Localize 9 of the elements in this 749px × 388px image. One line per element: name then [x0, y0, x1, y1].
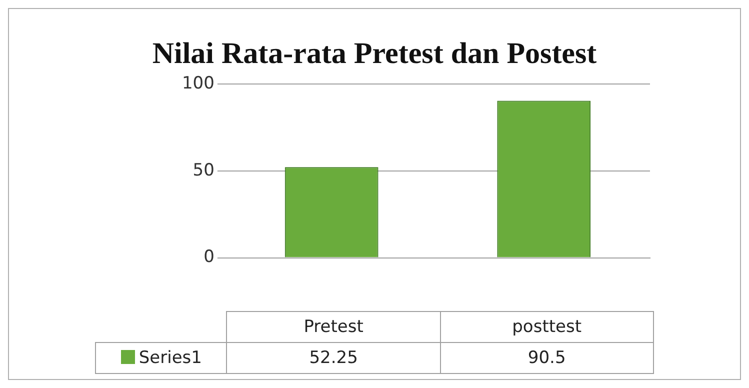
y-tick-label: 50	[192, 160, 214, 180]
data-label: 52.25	[226, 342, 440, 374]
data-label: 90.5	[440, 342, 654, 374]
x-tick-label: Pretest	[226, 312, 440, 342]
y-tick-label: 100	[182, 74, 214, 94]
chart-title: Nilai Rata-rata Pretest dan Postest	[151, 37, 598, 71]
x-tick-label: posttest	[440, 312, 654, 342]
legend-label: Series1	[96, 342, 227, 374]
y-tick-label: 0	[204, 247, 214, 268]
